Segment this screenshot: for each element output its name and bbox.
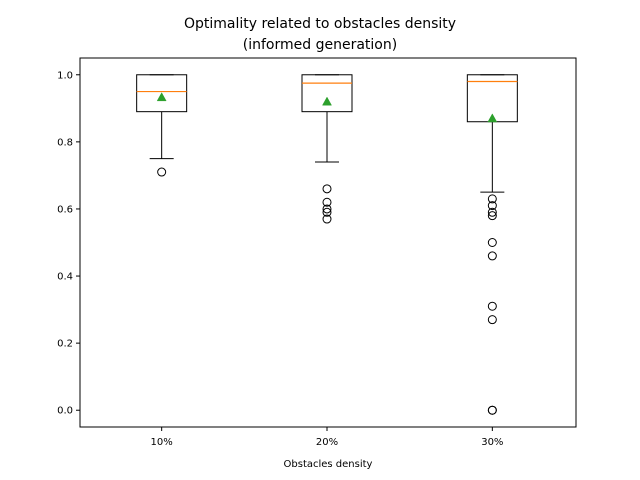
box-group	[301, 74, 353, 224]
x-tick-label: 30%	[481, 437, 503, 448]
outlier-point	[322, 207, 332, 217]
box-group	[136, 74, 188, 177]
outlier-point	[487, 201, 497, 211]
y-tick-label: 0.4	[57, 272, 73, 283]
mean-marker	[156, 92, 167, 102]
outlier-point	[322, 214, 332, 224]
chart-title-line-2: (informed generation)	[243, 37, 397, 53]
outlier-point	[487, 207, 497, 217]
y-tick-label: 0.2	[57, 339, 73, 350]
outlier-point	[322, 184, 332, 194]
y-tick-label: 0.0	[57, 406, 73, 417]
plot-area-frame	[79, 57, 577, 428]
x-tick-label: 20%	[316, 437, 338, 448]
box-iqr	[136, 74, 188, 113]
box-group	[466, 74, 518, 415]
outlier-point	[487, 315, 497, 325]
outlier-point	[322, 204, 332, 214]
x-axis: 10% 20% 30%	[151, 427, 503, 448]
mean-marker	[487, 113, 498, 123]
outlier-point	[487, 194, 497, 204]
y-tick-label: 0.6	[57, 204, 73, 215]
outlier-point	[487, 238, 497, 247]
y-tick-label: 0.8	[57, 137, 73, 148]
chart-title: Optimality related to obstacles density …	[184, 16, 456, 53]
outlier-point	[157, 167, 167, 177]
box-series	[136, 74, 518, 415]
outlier-point	[487, 211, 497, 221]
chart-title-line-1: Optimality related to obstacles density	[184, 16, 456, 32]
mean-marker	[322, 96, 332, 106]
outlier-point	[487, 301, 497, 311]
outlier-point	[487, 251, 497, 261]
box-iqr	[301, 74, 353, 113]
outlier-point	[322, 197, 332, 207]
y-tick-label: 1.0	[57, 70, 73, 81]
outlier-point	[487, 405, 497, 415]
x-axis-label: Obstacles density	[284, 459, 373, 470]
y-axis: 0.0 0.2 0.4 0.6 0.8 1.0	[57, 70, 80, 417]
x-tick-label: 10%	[151, 437, 173, 448]
